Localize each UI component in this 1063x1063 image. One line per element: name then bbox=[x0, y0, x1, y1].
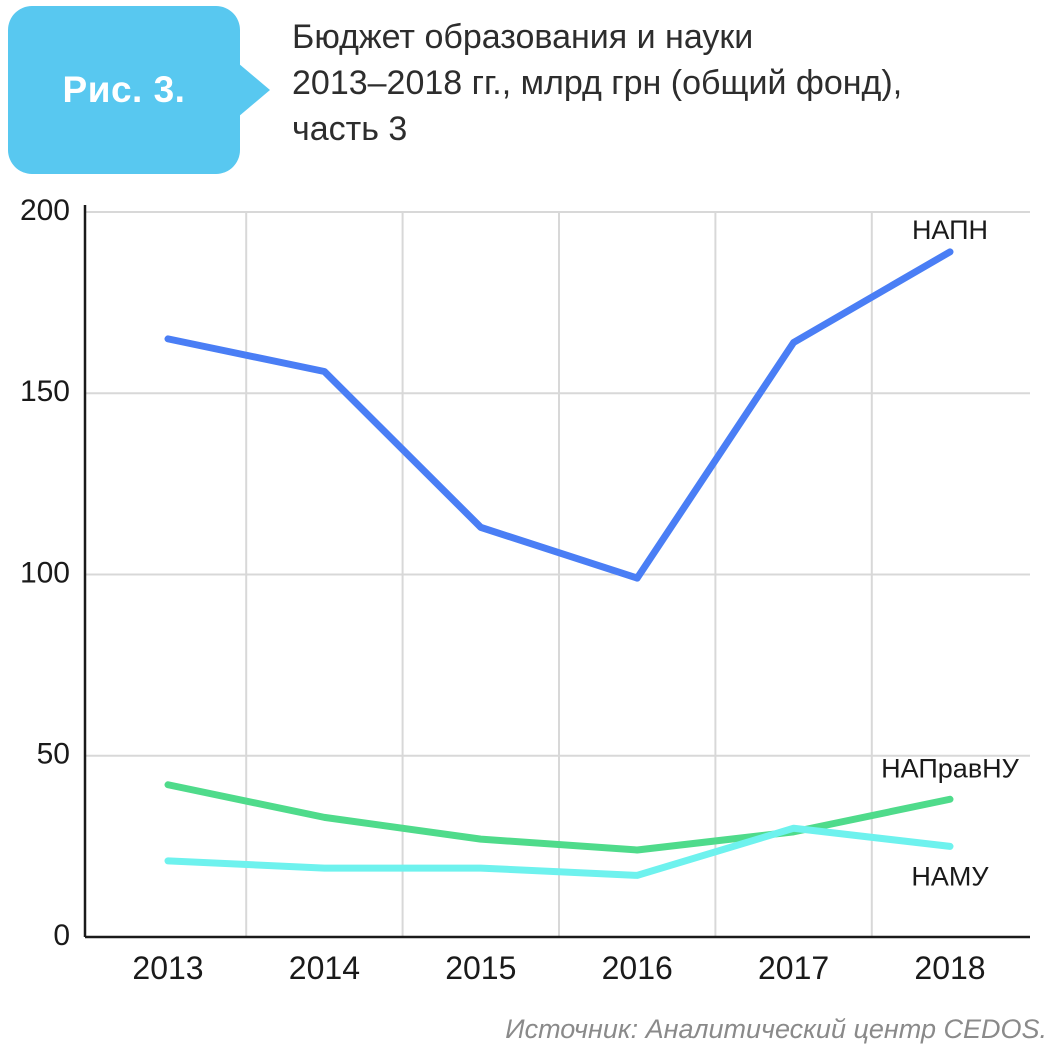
series-label: НАМУ bbox=[911, 862, 989, 892]
x-tick-label: 2014 bbox=[289, 950, 360, 986]
figure-label-badge: Рис. 3. bbox=[8, 6, 270, 174]
line-chart: 0 50 100 150 200 2013 2014 2015 2016 2017 2018 НАПН… bbox=[20, 195, 1030, 986]
series-line bbox=[164, 781, 954, 854]
chart-title-line-1: Бюджет образования и науки bbox=[292, 18, 754, 56]
x-tick-label: 2018 bbox=[914, 950, 985, 986]
badge-arrow-icon bbox=[238, 63, 270, 117]
x-tick-label: 2016 bbox=[602, 950, 673, 986]
x-tick-label: 2013 bbox=[132, 950, 203, 986]
figure-label: Рис. 3. bbox=[62, 69, 186, 110]
y-tick-label: 50 bbox=[37, 738, 70, 771]
y-tick-label: 0 bbox=[53, 919, 70, 952]
source-caption: Источник: Аналитический центр CEDOS. bbox=[505, 1014, 1047, 1044]
y-tick-label: 200 bbox=[20, 195, 70, 227]
chart-title-line-3: часть 3 bbox=[292, 110, 408, 148]
y-tick-label: 150 bbox=[20, 375, 70, 408]
series-line bbox=[164, 248, 954, 582]
x-tick-label: 2015 bbox=[445, 950, 516, 986]
y-tick-label: 100 bbox=[20, 556, 70, 589]
chart-title-line-2: 2013–2018 гг., млрд грн (общий фонд), bbox=[292, 64, 903, 102]
series-line bbox=[164, 824, 954, 879]
x-tick-label: 2017 bbox=[758, 950, 829, 986]
series-label: НАПравНУ bbox=[881, 753, 1019, 783]
chart-title: Бюджет образования и науки 2013–2018 гг.… bbox=[292, 14, 902, 152]
series-label: НАПН bbox=[912, 215, 988, 245]
chart-area: 0 50 100 150 200 2013 2014 2015 2016 2017 2018 НАПН… bbox=[0, 195, 1063, 995]
